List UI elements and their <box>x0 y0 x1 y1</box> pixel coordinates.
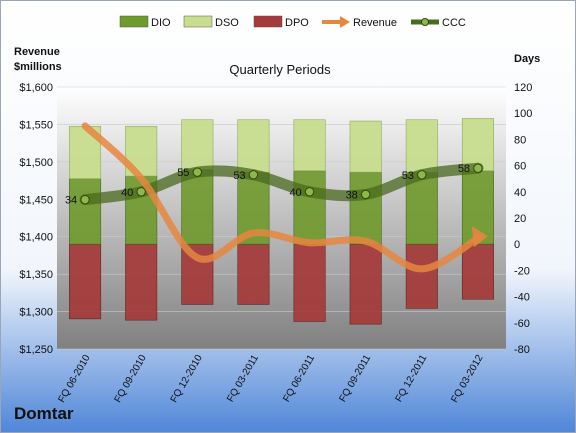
ccc-point <box>473 163 483 173</box>
left-tick-label: $1,300 <box>19 307 53 319</box>
bar-dio <box>349 171 382 245</box>
ccc-point <box>192 167 203 177</box>
bar-dpo <box>293 243 326 322</box>
bar-dso <box>405 119 438 173</box>
bar-dso <box>349 120 382 173</box>
ccc-data-label: 40 <box>289 187 301 199</box>
left-tick-label: $1,600 <box>19 82 53 94</box>
right-tick-label: 20 <box>514 213 526 225</box>
right-tick-label: -40 <box>514 292 530 304</box>
chart-title: Quarterly Periods <box>229 62 331 77</box>
bar-dpo <box>405 243 438 309</box>
bar-dio <box>69 178 102 245</box>
bar-dio <box>405 171 438 245</box>
ccc-data-label: 34 <box>65 195 77 207</box>
right-axis-label: Days <box>514 53 540 65</box>
revenue-arrowhead <box>471 226 488 248</box>
bar-dpo <box>237 243 270 305</box>
right-tick-label: -20 <box>514 265 530 277</box>
ccc-data-label: 38 <box>346 189 358 201</box>
legend-label: Revenue <box>353 17 397 29</box>
left-tick-label: $1,500 <box>19 157 53 169</box>
bar-dpo <box>69 243 102 320</box>
bar-dpo <box>349 243 382 325</box>
ccc-data-label: 58 <box>458 163 470 175</box>
ccc-point <box>136 187 146 197</box>
revenue-line <box>81 122 482 273</box>
company-name: Domtar <box>14 404 74 423</box>
right-tick-label: 0 <box>514 239 520 251</box>
left-tick-label: $1,400 <box>19 232 53 244</box>
ccc-point <box>80 194 90 205</box>
ccc-data-label: 55 <box>177 167 189 179</box>
legend-swatch <box>253 15 283 28</box>
legend-swatch-dot <box>421 18 429 26</box>
bar-dso <box>293 119 326 172</box>
left-tick-label: $1,250 <box>19 344 53 356</box>
legend-label: DPO <box>285 17 309 29</box>
left-axis-label-line2: $millions <box>14 61 62 73</box>
ccc-point <box>248 170 259 180</box>
right-tick-label: 120 <box>514 82 532 94</box>
left-axis-ticks: $1,250 $1,300 $1,350 $1,400 $1,450 $1,500 $1,5… <box>19 82 53 356</box>
bars <box>69 118 494 325</box>
left-axis-label-line1: Revenue <box>14 46 60 58</box>
bar-dso <box>461 118 494 172</box>
right-tick-label: -60 <box>514 318 530 330</box>
right-axis-ticks: -80 -60 -40 -20 0 20 40 60 80 100 120 <box>514 82 532 356</box>
lines: 34 40 55 53 40 38 53 58 <box>65 122 488 273</box>
right-tick-label: 60 <box>514 161 526 173</box>
bar-dso <box>237 119 270 173</box>
legend: DIO DSO DPO Revenue CCC <box>119 15 466 29</box>
right-tick-label: -80 <box>514 344 530 356</box>
legend-label: DSO <box>215 17 239 29</box>
plot-area <box>57 87 506 349</box>
ccc-data-label: 53 <box>233 170 245 182</box>
bar-dio <box>181 169 214 245</box>
legend-swatch-arrowhead <box>340 16 350 28</box>
ccc-data-label: 53 <box>402 170 414 182</box>
legend-swatch <box>119 15 149 28</box>
right-tick-label: 80 <box>514 134 526 146</box>
ccc-point <box>417 170 427 180</box>
legend-swatch <box>183 15 213 28</box>
ccc-data-label: 40 <box>121 187 133 199</box>
bar-dpo <box>461 243 494 300</box>
left-tick-label: $1,350 <box>19 269 53 281</box>
left-tick-label: $1,550 <box>19 119 53 131</box>
legend-label: DIO <box>151 17 171 29</box>
right-tick-label: 100 <box>514 108 532 120</box>
ccc-point <box>360 189 371 200</box>
left-tick-label: $1,450 <box>19 194 53 206</box>
bar-dpo <box>125 243 158 321</box>
right-tick-label: 40 <box>514 187 526 199</box>
legend-label: CCC <box>442 17 466 29</box>
ccc-point <box>304 187 315 197</box>
bar-dso <box>181 119 214 170</box>
bar-dio <box>293 170 326 245</box>
